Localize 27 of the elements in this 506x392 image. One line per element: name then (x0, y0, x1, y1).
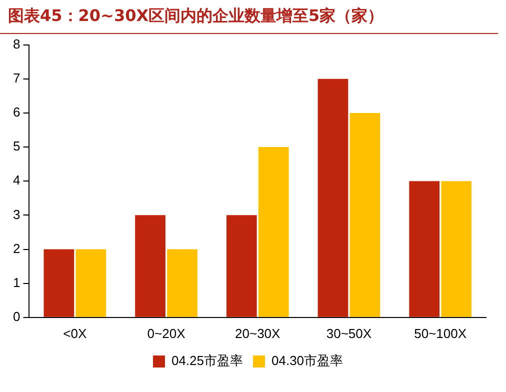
y-tick-label: 1 (12, 274, 20, 290)
y-tick-label: 2 (12, 240, 20, 256)
legend-label: 04.30市盈率 (272, 353, 344, 368)
y-tick-label: 3 (12, 206, 20, 222)
x-tick-label: 50~100X (414, 326, 467, 341)
y-tick-label: 0 (12, 308, 20, 324)
legend-label: 04.25市盈率 (171, 353, 244, 368)
bar (258, 147, 289, 317)
bar (441, 181, 472, 317)
bar (350, 112, 380, 317)
bar (76, 249, 106, 317)
bar (167, 249, 198, 317)
bar (135, 215, 166, 317)
x-tick-label: 30~50X (326, 326, 372, 341)
chart-title: 图表45：20~30X区间内的企业数量增至5家（家） (0, 0, 498, 34)
x-tick-label: 0~20X (147, 326, 186, 341)
bar (226, 215, 257, 317)
bar (44, 249, 74, 317)
y-tick-label: 4 (12, 172, 20, 188)
y-tick-label: 8 (12, 36, 20, 52)
x-tick-label: <0X (63, 326, 87, 341)
y-tick-label: 6 (12, 104, 20, 120)
y-tick-label: 5 (12, 138, 20, 154)
bar (409, 181, 440, 317)
bar (318, 78, 348, 317)
y-tick-label: 7 (12, 70, 20, 86)
x-tick-label: 20~30X (235, 326, 281, 341)
